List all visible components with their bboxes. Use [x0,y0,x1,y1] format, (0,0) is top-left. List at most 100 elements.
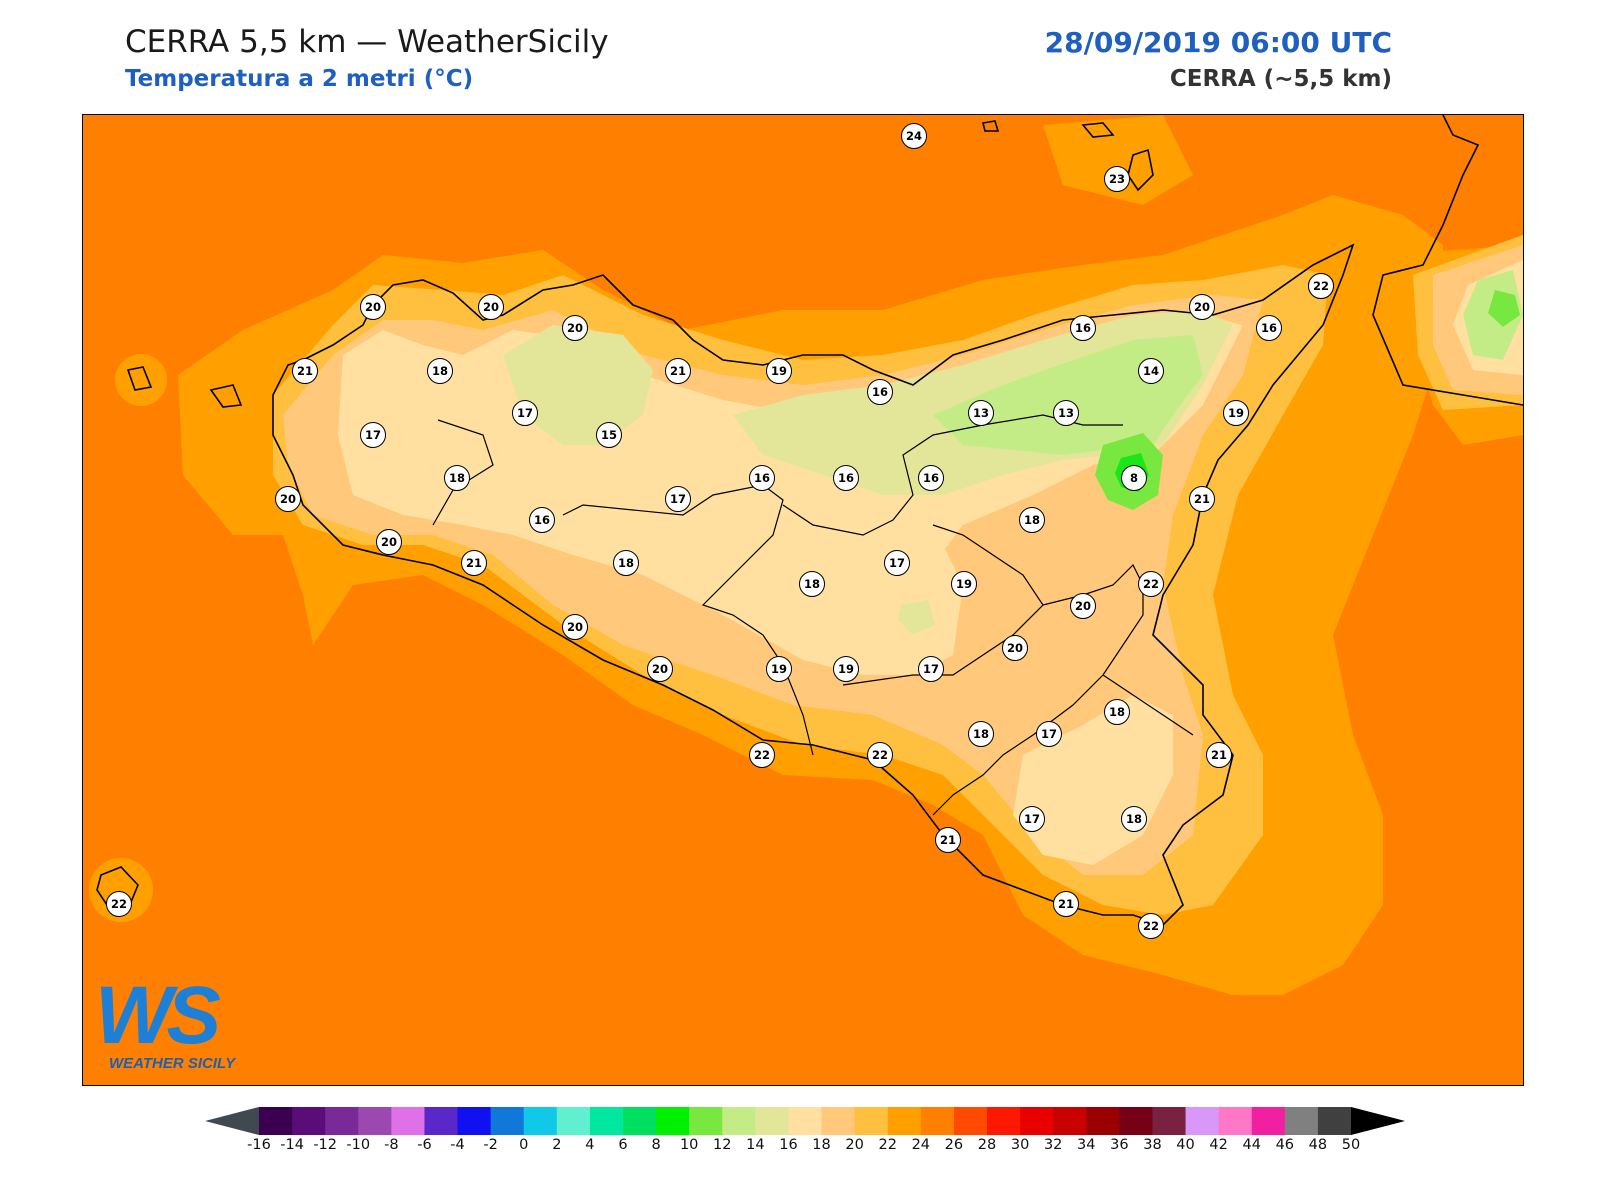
station-marker: 21 [1206,742,1232,768]
colorbar-under-arrow [205,1107,259,1135]
station-marker: 20 [478,294,504,320]
station-marker: 17 [512,400,538,426]
colorbar-segment [259,1107,293,1135]
station-marker: 13 [1053,400,1079,426]
station-marker: 19 [766,656,792,682]
colorbar-tick-label: 48 [1308,1137,1328,1153]
colorbar-segment [689,1107,723,1135]
station-marker: 17 [665,486,691,512]
station-marker: 17 [884,550,910,576]
colorbar-tick-label: 20 [845,1137,864,1153]
station-marker: 18 [427,358,453,384]
colorbar-over-arrow [1351,1107,1405,1135]
temperature-map: 24 23 20 20 20 21 18 21 19 16 20 22 16 1… [82,114,1524,1086]
colorbar-segment [1317,1107,1352,1135]
coast-band-egadi [115,354,167,406]
colorbar-segment [821,1107,856,1135]
colorbar-segment [325,1107,359,1135]
colorbar-segment [755,1107,789,1135]
colorbar-tick-label: 6 [618,1137,628,1153]
station-marker: 17 [918,656,944,682]
station-marker: 16 [918,465,944,491]
station-marker: 20 [376,529,402,555]
temp-zone-14-16 [503,325,653,445]
colorbar-tick-label: 12 [713,1137,732,1153]
chart-title: CERRA 5,5 km — WeatherSicily [125,24,609,60]
station-marker: 20 [562,614,588,640]
colorbar-tick-label: -2 [483,1137,498,1153]
station-marker: 17 [1019,806,1045,832]
station-marker: 22 [106,891,132,917]
colorbar-segment [391,1107,425,1135]
colorbar-segment [656,1107,690,1135]
station-marker: 21 [665,358,691,384]
station-marker: 21 [292,358,318,384]
station-marker: 20 [275,486,301,512]
station-marker: 20 [647,656,673,682]
colorbar-tick-label: 46 [1275,1137,1295,1153]
temp-zone-12-14 [933,335,1203,455]
station-marker: 21 [935,827,961,853]
station-marker: 22 [867,742,893,768]
colorbar-tick-label: 2 [552,1137,562,1153]
colorbar-segment [490,1107,525,1135]
colorbar-segment [1152,1107,1187,1135]
station-marker: 22 [1138,571,1164,597]
temp-zone-10-12-calabria [1488,290,1520,327]
colorbar-segment [457,1107,492,1135]
colorbar-tick-label: -16 [247,1137,271,1153]
colorbar-tick-label: 4 [585,1137,595,1153]
station-marker: 16 [1070,315,1096,341]
colorbar-tick-label: 16 [779,1137,798,1153]
colorbar-segment [1284,1107,1319,1135]
colorbar-segment [556,1107,591,1135]
colorbar-tick-label: 44 [1242,1137,1261,1153]
station-marker: 20 [1070,593,1096,619]
colorbar-segment [1119,1107,1153,1135]
colorbar-tick-label: 8 [651,1137,661,1153]
colorbar-tick-label: -4 [450,1137,465,1153]
station-marker: 18 [444,465,470,491]
colorbar-tick-label: -12 [313,1137,338,1153]
valid-datetime: 28/09/2019 06:00 UTC [1044,26,1392,59]
colorbar-tick-label: 18 [812,1137,831,1153]
station-marker: 8 [1121,465,1147,491]
coast-band-north [1043,115,1193,205]
colorbar-segment [623,1107,657,1135]
station-marker: 16 [749,465,775,491]
station-marker: 19 [766,358,792,384]
station-marker: 22 [1308,273,1334,299]
colorbar-segment [1086,1107,1120,1135]
colorbar-tick-label: 32 [1043,1137,1063,1153]
colorbar-tick-label: 34 [1077,1137,1096,1153]
station-marker: 22 [1138,913,1164,939]
station-marker: 21 [1053,891,1079,917]
temp-zone-14-16-spot [898,600,935,635]
aeolian-islands [982,120,1154,192]
temperature-colorbar [205,1107,1405,1135]
colorbar-tick-label: 24 [911,1137,931,1153]
colorbar-segment [722,1107,756,1135]
colorbar-tick-label: -8 [384,1137,399,1153]
sicily-coastline [272,243,1355,926]
station-marker: 23 [1104,166,1130,192]
egadi-islands [126,366,243,408]
station-marker: 22 [749,742,775,768]
colorbar-tick-label: -6 [417,1137,432,1153]
colorbar-segment [788,1107,823,1135]
station-marker: 18 [613,550,639,576]
colorbar-segment [292,1107,326,1135]
colorbar-tick-label: 30 [1010,1137,1030,1153]
weathersicily-logo: WS WEATHER SICILY [95,975,255,1075]
colorbar-tick-label: 40 [1176,1137,1195,1153]
station-marker: 21 [461,550,487,576]
colorbar-tick-label: 50 [1341,1137,1361,1153]
station-marker: 19 [951,571,977,597]
colorbar-tick-label: 36 [1110,1137,1129,1153]
station-marker: 17 [1036,721,1062,747]
station-marker: 14 [1138,358,1164,384]
chart-subtitle: Temperatura a 2 metri (°C) [125,66,474,92]
province-borders [432,414,1194,816]
colorbar-tick-label: 42 [1209,1137,1228,1153]
colorbar-segment [1053,1107,1087,1135]
